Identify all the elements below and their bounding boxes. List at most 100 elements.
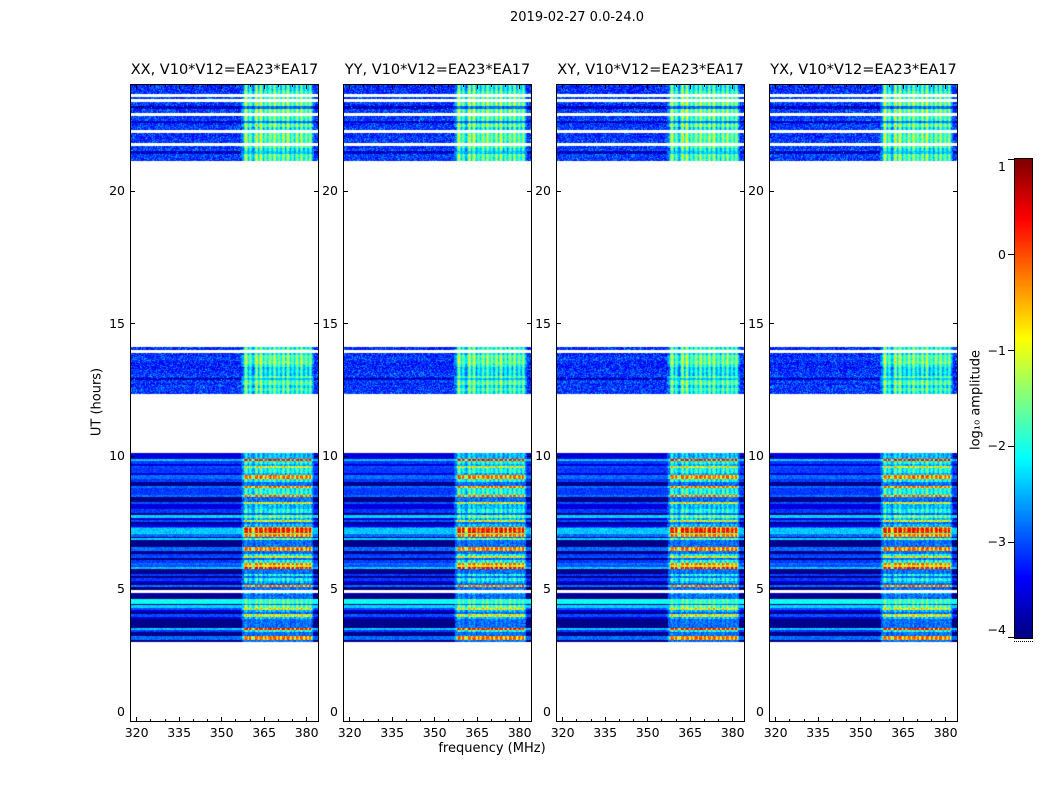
y-tick-label: 15 [748,315,764,331]
x-minor-tick-mark [363,719,365,721]
x-tick-mark [221,717,223,721]
y-tick-mark [557,190,561,192]
x-tick-mark [434,85,436,89]
x-tick-mark [817,85,819,89]
x-minor-tick-mark [803,85,805,87]
x-tick-mark [860,717,862,721]
y-tick-mark [557,455,561,457]
y-tick-mark [344,323,348,324]
y-tick-mark [557,588,561,589]
y-tick-mark [953,455,957,457]
x-tick-mark [306,85,308,89]
y-tick-mark [314,190,318,192]
x-minor-tick-mark [405,85,407,87]
x-minor-tick-mark [916,85,918,87]
panel-title-yy: YY, V10*V12=EA23*EA17 [344,62,531,78]
x-minor-tick-mark [420,719,421,721]
x-minor-tick-mark [249,85,251,87]
x-tick-mark [178,85,180,89]
x-tick-label: 365 [891,725,916,740]
x-tick-mark [902,717,904,721]
x-minor-tick-mark [207,85,208,87]
y-tick-label: 10 [748,448,764,463]
x-minor-tick-mark [633,85,634,87]
x-minor-tick-mark [490,85,492,87]
x-tick-label: 335 [806,725,831,740]
x-tick-mark [902,85,904,89]
x-tick-label: 350 [422,725,447,740]
y-tick-mark [770,190,774,192]
y-tick-label: 15 [535,315,551,331]
y-tick-mark [314,720,318,722]
x-tick-mark [562,717,564,721]
x-minor-tick-mark [363,85,365,87]
y-tick-mark [527,323,531,324]
x-tick-mark [476,717,478,721]
colorbar-tick-mark [1008,637,1015,638]
x-minor-tick-mark [192,85,194,87]
colorbar-tick-mark [1008,254,1015,256]
spectrogram-canvas-yy [344,85,531,721]
x-tick-mark [306,717,308,721]
x-minor-tick-mark [490,719,492,721]
x-tick-mark [604,85,606,89]
x-tick-mark [476,85,478,89]
x-tick-label: 320 [550,725,575,740]
x-minor-tick-mark [377,85,379,87]
colorbar-tick-label: −3 [987,534,1006,550]
y-tick-mark [740,455,744,457]
x-minor-tick-mark [931,719,932,721]
y-tick-mark [953,588,957,589]
x-minor-tick-mark [590,719,592,721]
y-tick-mark [770,323,774,324]
x-tick-mark [178,717,180,721]
panel-yy: YY, V10*V12=EA23*EA17 320 335 350 365 380 0 5 1… [322,62,532,740]
y-tick-label: 15 [109,315,125,331]
x-tick-label: 350 [209,725,234,740]
x-minor-tick-mark [505,719,506,721]
y-tick-label: 20 [535,183,551,198]
y-tick-mark [527,720,531,722]
x-minor-tick-mark [448,85,450,87]
x-tick-label: 380 [294,725,319,740]
x-minor-tick-mark [164,719,166,721]
y-tick-label: 5 [543,580,551,596]
x-minor-tick-mark [675,719,677,721]
x-tick-label: 350 [635,725,660,740]
y-tick-mark [527,455,531,457]
y-tick-mark [557,720,561,722]
x-minor-tick-mark [718,85,719,87]
x-tick-mark [519,85,521,89]
y-tick-label: 5 [756,580,764,596]
y-tick-label: 0 [543,704,551,719]
y-tick-label: 0 [756,704,764,719]
x-minor-tick-mark [462,85,464,87]
x-tick-label: 350 [848,725,873,740]
x-minor-tick-mark [192,719,194,721]
y-tick-mark [740,190,744,192]
spectrogram-canvas-xy [557,85,744,721]
x-tick-mark [349,717,351,721]
colorbar-gradient-canvas [1015,159,1032,638]
x-tick-mark [945,717,947,721]
x-minor-tick-mark [789,719,791,721]
y-tick-mark [314,455,318,457]
y-tick-mark [314,588,318,589]
panel-yx: YX, V10*V12=EA23*EA17 320 335 350 365 380 0 5 1… [748,62,958,740]
colorbar-tick-mark [1008,350,1015,352]
x-minor-tick-mark [874,719,876,721]
y-tick-mark [740,720,744,722]
y-tick-mark [527,190,531,192]
panel-title-xy: XY, V10*V12=EA23*EA17 [557,62,744,78]
x-minor-tick-mark [405,719,407,721]
x-minor-tick-mark [164,85,166,87]
x-minor-tick-mark [633,719,634,721]
spectrogram-canvas-xx [131,85,318,721]
x-tick-label: 335 [380,725,405,740]
x-tick-label: 320 [763,725,788,740]
y-tick-mark [344,720,348,722]
panel-title-yx: YX, V10*V12=EA23*EA17 [770,62,957,78]
x-tick-mark [136,717,138,721]
x-tick-mark [732,717,734,721]
y-tick-mark [131,455,135,457]
